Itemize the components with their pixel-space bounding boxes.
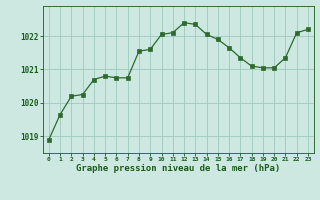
X-axis label: Graphe pression niveau de la mer (hPa): Graphe pression niveau de la mer (hPa) [76,164,281,173]
